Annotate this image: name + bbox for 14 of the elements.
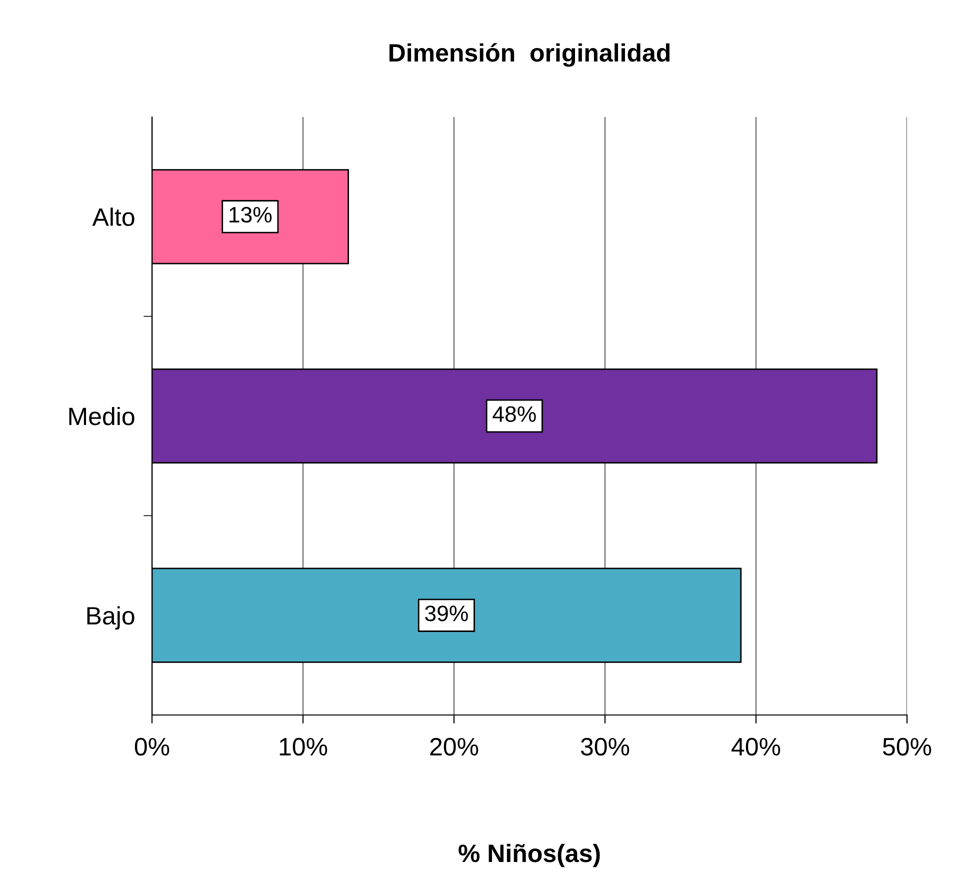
x-tick-label: 10% (280, 738, 328, 756)
x-axis-title: % Niños(as) (458, 844, 600, 868)
chart-title: Dimensión originalidad (390, 43, 670, 67)
x-tick-label: 30% (580, 738, 630, 756)
data-label: 48% (492, 406, 536, 422)
x-tick-label: 20% (430, 738, 478, 756)
y-tick-label: Bajo (87, 606, 134, 630)
x-tick-label: 50% (882, 738, 932, 756)
x-tick-label: 0% (134, 738, 170, 756)
data-label: 13% (230, 206, 272, 223)
x-tick-label: 40% (732, 738, 780, 756)
y-tick-label: Medio (69, 406, 134, 426)
data-label: 39% (425, 606, 468, 622)
y-tick-label: Alto (92, 208, 134, 226)
